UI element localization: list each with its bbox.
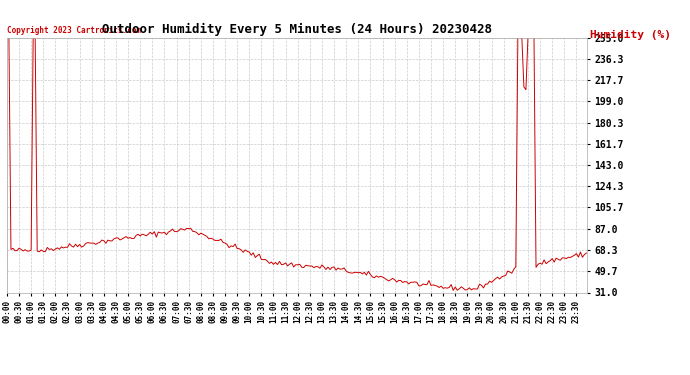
Text: Copyright 2023 Cartronics.com: Copyright 2023 Cartronics.com xyxy=(7,26,141,35)
Text: Humidity (%): Humidity (%) xyxy=(590,30,671,40)
Title: Outdoor Humidity Every 5 Minutes (24 Hours) 20230428: Outdoor Humidity Every 5 Minutes (24 Hou… xyxy=(101,23,492,36)
